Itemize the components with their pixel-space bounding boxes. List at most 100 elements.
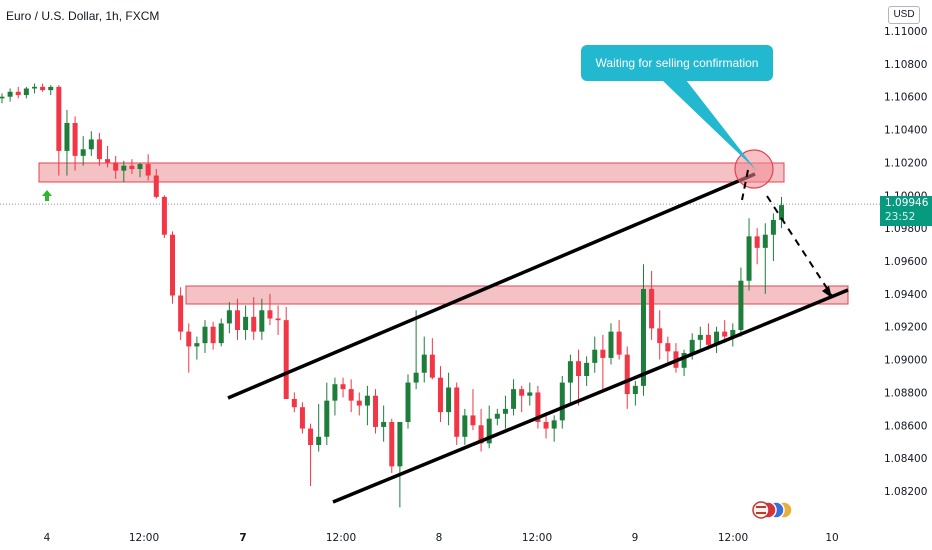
- y-tick-label: 1.09200: [884, 322, 927, 334]
- candle: [373, 389, 379, 434]
- channel-lower-line: [332, 288, 849, 504]
- candle: [494, 408, 500, 426]
- candle: [80, 136, 86, 166]
- y-tick-label: 1.08200: [884, 486, 927, 498]
- candle: [0, 93, 5, 104]
- candle: [616, 320, 622, 360]
- candle: [316, 403, 322, 452]
- flags-icon[interactable]: [752, 500, 794, 520]
- y-tick-label: 1.10800: [884, 59, 927, 71]
- candle-body: [299, 407, 305, 429]
- candle-body: [437, 377, 443, 413]
- symbol-title[interactable]: Euro / U.S. Dollar, 1h, FXCM: [6, 9, 160, 23]
- candle: [779, 196, 785, 229]
- candle-body: [429, 354, 435, 378]
- candle: [551, 415, 557, 442]
- candle: [681, 349, 687, 376]
- candle-body: [754, 236, 760, 248]
- candle-body: [705, 334, 711, 345]
- candle: [535, 385, 541, 429]
- candle: [299, 402, 305, 434]
- candle: [486, 405, 492, 449]
- candle: [527, 382, 533, 406]
- candle: [697, 326, 703, 350]
- candle-body: [543, 422, 549, 429]
- candle: [446, 372, 452, 426]
- candle: [218, 318, 224, 347]
- x-axis[interactable]: 4 12:00 7 12:00 8 12:00 9 12:00 10: [44, 532, 839, 544]
- candle-body: [194, 343, 200, 347]
- projection-dash-1: [741, 169, 749, 201]
- y-tick-label: 1.08600: [884, 420, 927, 432]
- candle-body: [267, 310, 273, 319]
- candle-body: [640, 288, 646, 386]
- candle: [259, 298, 265, 340]
- candle-body: [48, 86, 54, 91]
- resistance-zone: [38, 162, 785, 183]
- candle-body: [689, 339, 695, 353]
- candle-body: [121, 165, 127, 171]
- candle: [161, 195, 167, 238]
- candle-body: [454, 387, 460, 437]
- candle-body: [88, 139, 94, 150]
- candle: [437, 366, 443, 422]
- candle-body: [738, 280, 744, 330]
- candle-body: [234, 310, 240, 330]
- candle-body: [72, 123, 78, 156]
- candle-body: [161, 196, 167, 235]
- candle: [559, 376, 565, 429]
- candle-body: [243, 316, 249, 330]
- candle: [348, 379, 354, 413]
- candle-body: [624, 354, 630, 395]
- candles: [0, 83, 785, 508]
- candle: [429, 338, 435, 380]
- candle-body: [356, 400, 362, 406]
- candle-body: [0, 96, 5, 99]
- candle: [243, 305, 249, 340]
- channel-upper-line: [227, 172, 756, 400]
- candle-body: [722, 331, 728, 337]
- candle-body: [600, 349, 606, 358]
- candle: [600, 334, 606, 393]
- y-axis[interactable]: 1.110001.108001.106001.104001.102001.100…: [884, 26, 927, 498]
- candle-body: [96, 139, 102, 160]
- candle-body: [31, 86, 37, 89]
- candle: [340, 377, 346, 398]
- candle-body: [316, 436, 322, 445]
- candle: [145, 154, 151, 181]
- y-tick-label: 1.10200: [884, 157, 927, 169]
- candle: [478, 408, 484, 452]
- candle: [470, 389, 476, 431]
- candle: [48, 85, 54, 96]
- candle: [64, 109, 70, 176]
- candle: [226, 302, 232, 334]
- candle-body: [779, 205, 785, 220]
- candle-body: [592, 349, 598, 363]
- candle-body: [210, 326, 216, 344]
- candle: [730, 323, 736, 347]
- candle-body: [56, 86, 62, 151]
- currency-label[interactable]: USD: [888, 6, 920, 24]
- candle: [105, 146, 111, 168]
- x-tick-label: 8: [436, 532, 443, 544]
- candle: [632, 380, 638, 406]
- candle-body: [389, 422, 395, 467]
- y-tick-label: 1.09600: [884, 256, 927, 268]
- candle-body: [762, 234, 768, 248]
- candle: [649, 270, 655, 340]
- candle-body: [137, 164, 143, 169]
- candle: [397, 422, 403, 508]
- candle-body: [714, 331, 720, 345]
- candle: [519, 385, 525, 413]
- last-price-tag: 1.09946 23:52: [880, 196, 932, 226]
- zones: [38, 162, 849, 305]
- candle-body: [332, 384, 338, 401]
- candle-body: [470, 415, 476, 426]
- candle-body: [202, 326, 208, 344]
- candle: [576, 349, 582, 406]
- candle: [153, 169, 159, 199]
- annotation-callout[interactable]: Waiting for selling confirmation: [581, 45, 773, 81]
- candle: [15, 86, 21, 99]
- candle-body: [64, 123, 70, 151]
